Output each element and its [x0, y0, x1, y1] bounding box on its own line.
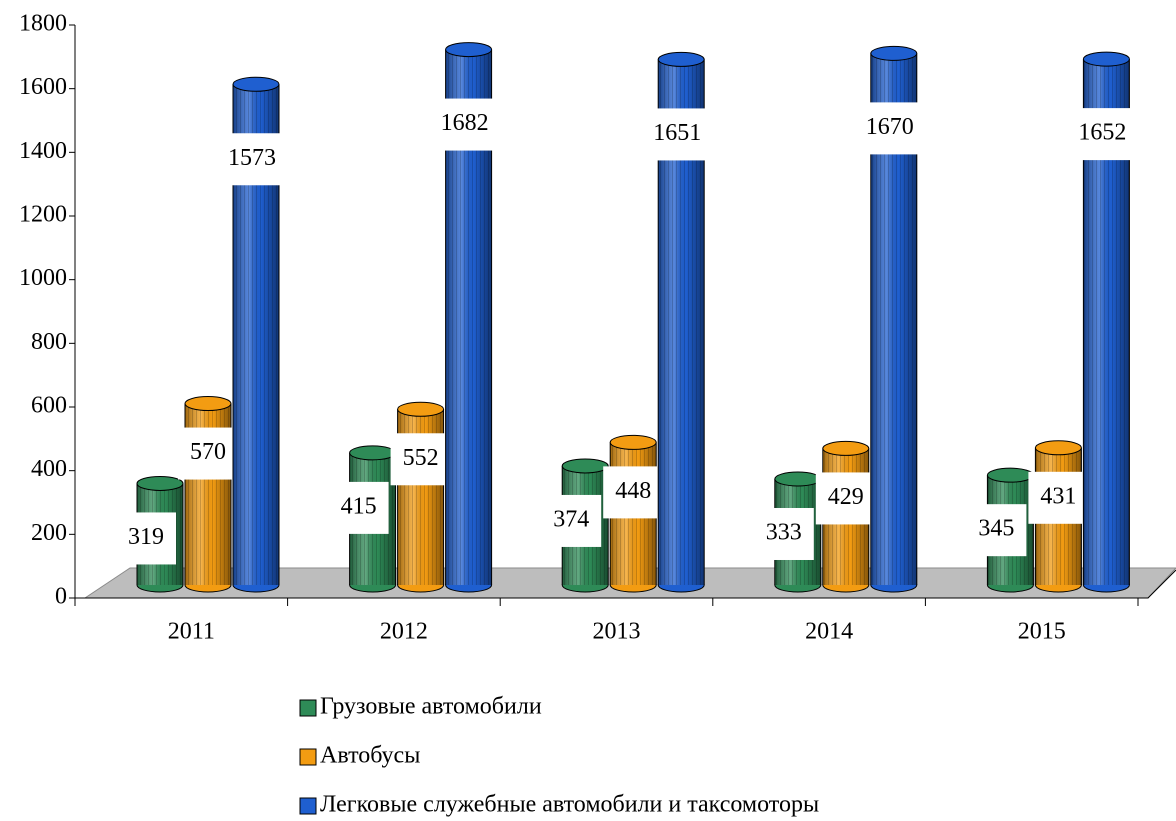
y-tick-label: 1000	[19, 265, 67, 291]
cylinder-top	[1082, 51, 1130, 67]
y-tick-label: 0	[55, 584, 67, 610]
cylinder-top	[1034, 440, 1082, 456]
x-tick-label: 2013	[593, 619, 641, 645]
value-label-box	[647, 108, 708, 161]
y-tick-label: 800	[31, 329, 67, 355]
value-label: 431	[1040, 483, 1076, 509]
cylinder-top	[986, 467, 1034, 483]
y-tick-label: 400	[31, 456, 67, 482]
y-tick-label: 200	[31, 520, 67, 546]
value-label: 1682	[441, 110, 489, 136]
value-label: 319	[128, 524, 164, 550]
cylinder-top	[232, 76, 280, 92]
value-label-box	[390, 433, 451, 486]
value-label-box	[434, 98, 495, 151]
value-label: 345	[978, 516, 1014, 542]
value-label: 448	[615, 478, 651, 504]
value-label-box	[178, 427, 238, 480]
value-label: 429	[828, 484, 864, 510]
cylinder-top	[774, 471, 822, 487]
cylinder-top	[657, 51, 705, 67]
y-tick-label: 1200	[19, 202, 67, 228]
value-label-box	[753, 507, 814, 560]
x-tick-label: 2015	[1018, 619, 1066, 645]
value-label: 570	[190, 439, 226, 465]
value-label-box	[859, 102, 920, 155]
value-label: 333	[766, 519, 802, 545]
cylinder-top	[136, 475, 184, 491]
value-label: 1670	[866, 114, 914, 140]
cylinder-top	[870, 45, 918, 61]
value-label-box	[328, 481, 389, 534]
cylinder-top	[609, 434, 657, 450]
value-label: 552	[403, 445, 439, 471]
value-label-box	[815, 472, 876, 525]
value-label-box	[116, 512, 176, 565]
y-tick-label: 600	[31, 393, 67, 419]
value-label-box	[222, 133, 282, 186]
cylinder-top	[184, 396, 232, 412]
value-label-box	[1028, 471, 1089, 524]
cylinder-top	[822, 440, 870, 456]
value-label-box	[1072, 108, 1133, 161]
cylinder	[397, 401, 445, 593]
cylinder-top	[445, 42, 493, 58]
value-label: 374	[553, 506, 589, 532]
x-tick-label: 2012	[380, 619, 428, 645]
legend-swatch	[299, 748, 317, 766]
value-label-box	[541, 494, 602, 547]
legend-swatch	[299, 797, 317, 815]
value-label: 1573	[228, 145, 276, 171]
value-label-box	[966, 504, 1027, 557]
y-tick-label: 1400	[19, 138, 67, 164]
legend-label: Грузовые автомобили	[320, 694, 542, 720]
x-tick-label: 2011	[168, 619, 215, 645]
cylinder-top	[397, 401, 445, 417]
cylinder	[184, 396, 232, 593]
value-label: 1652	[1078, 120, 1126, 146]
x-axis	[75, 569, 1176, 599]
x-tick-label: 2014	[805, 619, 853, 645]
y-tick-label: 1600	[19, 74, 67, 100]
value-label: 1651	[653, 120, 701, 146]
legend-swatch	[299, 699, 317, 717]
cylinder-top	[561, 458, 609, 474]
legend-label: Автобусы	[320, 743, 420, 769]
value-label-box	[603, 466, 664, 519]
y-tick-label: 1800	[19, 11, 67, 37]
cylinder-top	[349, 445, 397, 461]
legend-label: Легковые служебные автомобили и таксомот…	[320, 792, 819, 818]
value-label: 415	[341, 493, 377, 519]
